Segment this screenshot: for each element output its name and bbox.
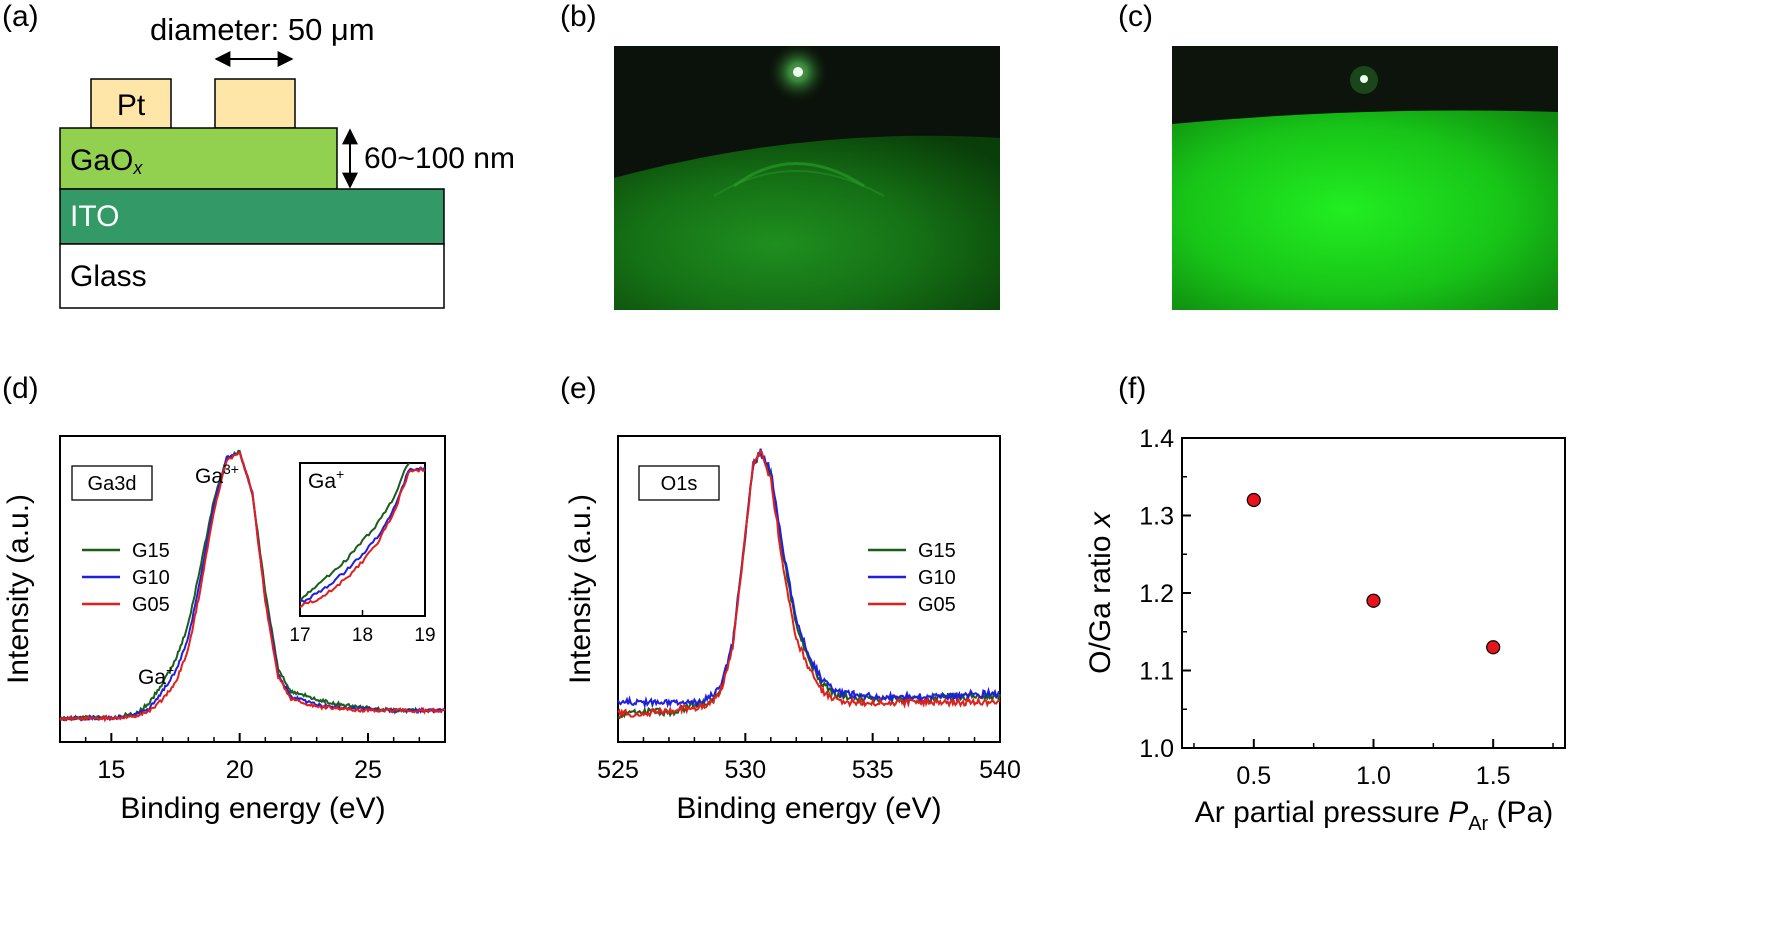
rheed-image-b [614,46,1000,310]
peak-annotation: Ga+ [138,662,174,689]
x-tick-label: 535 [852,756,894,784]
pt-label: Pt [117,89,146,122]
o1s-spectrum-chart: O1s G15 G10 G05 525 530 535 540 Binding energ… [564,435,1020,825]
series-line-g05 [617,449,1001,720]
x-tick-label: 20 [226,756,254,784]
thickness-label: 60~100 nm [364,142,515,175]
panel-label-b: (b) [560,0,597,33]
glass-label: Glass [70,260,147,293]
x-tick-label: 1.0 [1356,762,1391,790]
box-label: O1s [661,473,698,495]
box-label-frame [71,465,153,501]
series-line-g05 [59,451,445,723]
legend-label-g10: G10 [132,567,170,589]
data-point [1246,492,1261,508]
inset-x-tick-label: 18 [352,625,373,646]
ito-layer [59,188,445,245]
inset-series [300,463,425,608]
data-point [1366,593,1381,608]
x-tick-label: 0.5 [1236,762,1271,790]
device-schematic: diameter: 50 μm Pt GaOx 60~100 nm ITO Gl… [59,12,515,309]
inset-line-g15 [300,463,411,600]
legend-label-g15: G15 [918,540,956,562]
x-tick-label: 1.5 [1476,762,1511,790]
x-tick-label: 530 [724,756,766,784]
pt-electrode-2 [214,78,296,129]
plot-frame [617,435,1001,743]
y-tick-label: 1.4 [1139,425,1174,453]
inset-x-tick-label: 17 [289,625,310,646]
inset-title: Ga+ [308,466,344,493]
pt-electrode-1 [90,78,172,129]
legend-label-g10: G10 [918,567,956,589]
diameter-label: diameter: 50 μm [150,12,375,47]
legend-label-g05: G05 [918,594,956,616]
rheed-pattern-c [1172,46,1558,310]
ga3d-spectrum-chart: Ga3d Ga3+ Ga+ G15 G10 G05 15 20 25 Binding en… [2,435,446,825]
y-tick-label: 1.0 [1139,735,1174,763]
x-tick-label: 15 [97,756,125,784]
data-point [1486,640,1501,655]
panel-label-c: (c) [1118,0,1153,33]
rheed-image-c [1172,46,1558,310]
rheed-pattern-b [614,46,1000,310]
box-label: Ga3d [88,473,137,495]
x-axis-label: Ar partial pressure PAr (Pa) [1195,796,1553,835]
panel-label-f: (f) [1118,372,1147,405]
legend-label-g15: G15 [132,540,170,562]
ito-label: ITO [70,200,119,233]
y-axis-label: Intensity (a.u.) [564,494,597,684]
inset-x-tick-label: 19 [414,625,435,646]
inset-line-g05 [300,466,425,608]
peak-annotation: Ga3+ [195,461,239,488]
plot-frame [1181,437,1566,749]
box-label-frame [638,465,720,501]
y-tick-label: 1.1 [1139,658,1174,686]
plot-frame [59,435,446,743]
y-axis-label: Intensity (a.u.) [2,494,35,684]
legend-label-g05: G05 [132,594,170,616]
x-tick-label: 525 [597,756,639,784]
gaox-label: GaOx [70,144,143,178]
panel-label-e: (e) [560,372,597,405]
panel-label-d: (d) [2,372,39,405]
oga-ratio-chart: 1.0 1.1 1.2 1.3 1.4 0.5 1.0 1.5 Ar partial pre… [1084,425,1566,835]
x-axis-label: Binding energy (eV) [120,792,385,825]
glass-layer [59,243,445,309]
y-tick-label: 1.3 [1139,503,1174,531]
series-line-g10 [617,448,1001,709]
y-axis-label: O/Ga ratio x [1084,511,1117,674]
x-tick-label: 25 [354,756,382,784]
x-tick-label: 540 [979,756,1020,784]
panel-label-a: (a) [2,0,39,33]
x-axis-label: Binding energy (eV) [676,792,941,825]
y-tick-label: 1.2 [1139,580,1174,608]
